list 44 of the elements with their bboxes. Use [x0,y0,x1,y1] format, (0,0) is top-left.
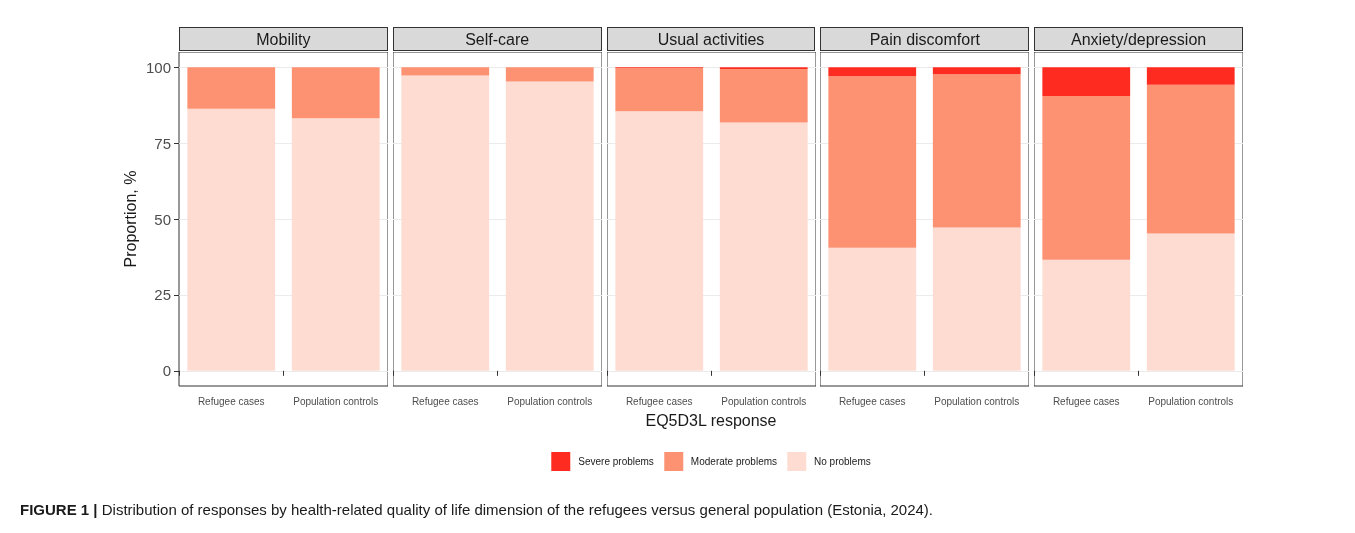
chart-title: Self-care [392,27,602,51]
x-tick-label: Refugee cases [1053,395,1120,407]
y-tick-label: 25 [154,286,171,304]
x-tick-label: Refugee cases [839,395,906,407]
bar [291,67,380,119]
y-tick-label: 100 [145,58,171,76]
x-tick-label: Population controls [720,395,806,407]
y-tick-label: 75 [154,134,171,152]
bar [828,247,917,371]
x-tick-label: Refugee cases [625,395,693,407]
bar [614,68,703,112]
y-tick-label: 50 [154,210,171,228]
bar [1042,96,1131,260]
chart-title: Usual activities [606,27,816,51]
chart-title: Mobility [179,27,388,51]
bar [933,74,1022,228]
bar [1147,233,1235,371]
x-tick-label: Population controls [293,395,379,407]
bar [828,67,917,77]
x-tick-label: Population controls [507,395,593,407]
legend-label: Moderate problems [690,456,778,467]
bar [933,67,1022,75]
x-tick-label: Population controls [1148,395,1234,407]
chart-title: Anxiety/depression [1034,27,1243,51]
x-tick-label: Refugee cases [411,395,479,407]
bar [719,122,808,371]
bar [828,76,917,248]
legend-label: Severe problems [578,456,654,467]
bar [1147,67,1235,85]
bar [933,227,1022,371]
x-tick-label: Refugee cases [197,395,265,407]
bar [1042,67,1131,97]
chart-title: Pain discomfort [820,27,1030,51]
bar [187,67,276,109]
caption: FIGURE 1 | Distribution of responses by health-related quality of life dimension of the refugees versus general population (Estonia, 2024). [20,501,934,518]
legend-label: No problems [814,456,871,467]
x-tick-label: Population controls [934,395,1020,407]
bar [291,118,380,371]
bar [719,69,808,123]
bar [1042,259,1131,371]
x-axis-title: EQ5D3L response [645,412,777,430]
y-tick-label: 0 [162,362,171,380]
bar [1147,84,1235,234]
y-axis-title: Proportion, % [122,170,140,268]
